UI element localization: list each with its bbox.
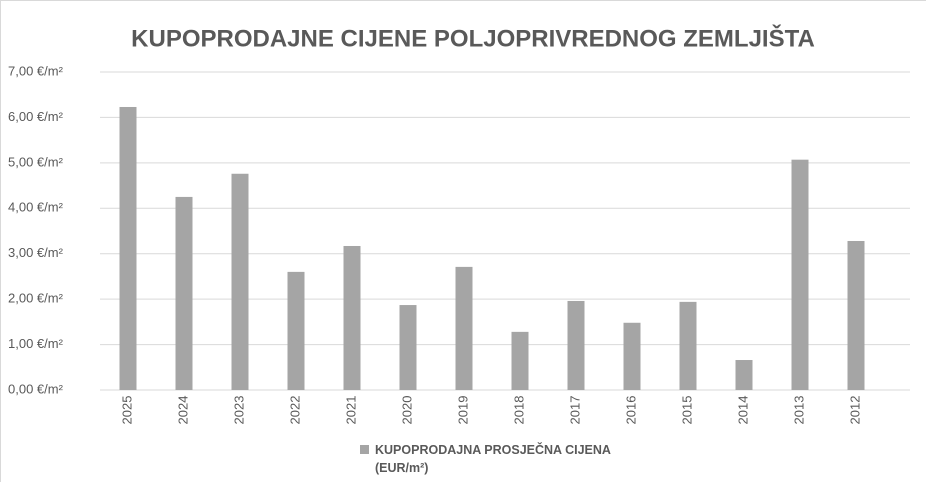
y-tick-label: 7,00 €/m² <box>8 63 64 78</box>
x-tick-label: 2023 <box>231 396 246 425</box>
bar <box>791 159 809 390</box>
x-tick-label: 2019 <box>455 396 470 425</box>
x-tick-label: 2017 <box>567 396 582 425</box>
y-tick-label: 1,00 €/m² <box>8 336 64 351</box>
bar <box>511 331 529 390</box>
y-tick-label: 0,00 €/m² <box>8 381 64 396</box>
x-tick-label: 2024 <box>175 396 190 425</box>
bar <box>399 305 417 390</box>
bar <box>455 266 473 390</box>
bar <box>119 106 137 390</box>
y-tick-label: 2,00 €/m² <box>8 291 64 306</box>
bar <box>343 245 361 390</box>
bar <box>231 173 249 390</box>
bar <box>287 271 305 390</box>
bar <box>567 300 585 390</box>
y-tick-label: 6,00 €/m² <box>8 109 64 124</box>
bar <box>735 360 753 390</box>
bar <box>679 301 697 390</box>
y-tick-label: 5,00 €/m² <box>8 154 64 169</box>
bar <box>847 240 865 390</box>
x-tick-label: 2022 <box>287 396 302 425</box>
x-tick-label: 2016 <box>623 396 638 425</box>
legend-swatch <box>360 445 369 454</box>
legend: KUPOPRODAJNA PROSJEČNA CIJENA (EUR/m²) <box>360 441 615 477</box>
bar <box>175 196 193 390</box>
x-tick-label: 2015 <box>679 396 694 425</box>
x-tick-label: 2013 <box>791 396 806 425</box>
y-tick-label: 4,00 €/m² <box>8 200 64 215</box>
legend-label: KUPOPRODAJNA PROSJEČNA CIJENA (EUR/m²) <box>375 443 611 475</box>
bar <box>623 322 641 390</box>
x-tick-label: 2021 <box>343 396 358 425</box>
x-tick-label: 2020 <box>399 396 414 425</box>
x-tick-label: 2018 <box>511 396 526 425</box>
x-tick-label: 2012 <box>847 396 862 425</box>
x-tick-label: 2014 <box>735 396 750 425</box>
x-tick-label: 2025 <box>119 396 134 425</box>
y-tick-label: 3,00 €/m² <box>8 245 64 260</box>
chart-title: KUPOPRODAJNE CIJENE POLJOPRIVREDNOG ZEML… <box>131 24 815 52</box>
